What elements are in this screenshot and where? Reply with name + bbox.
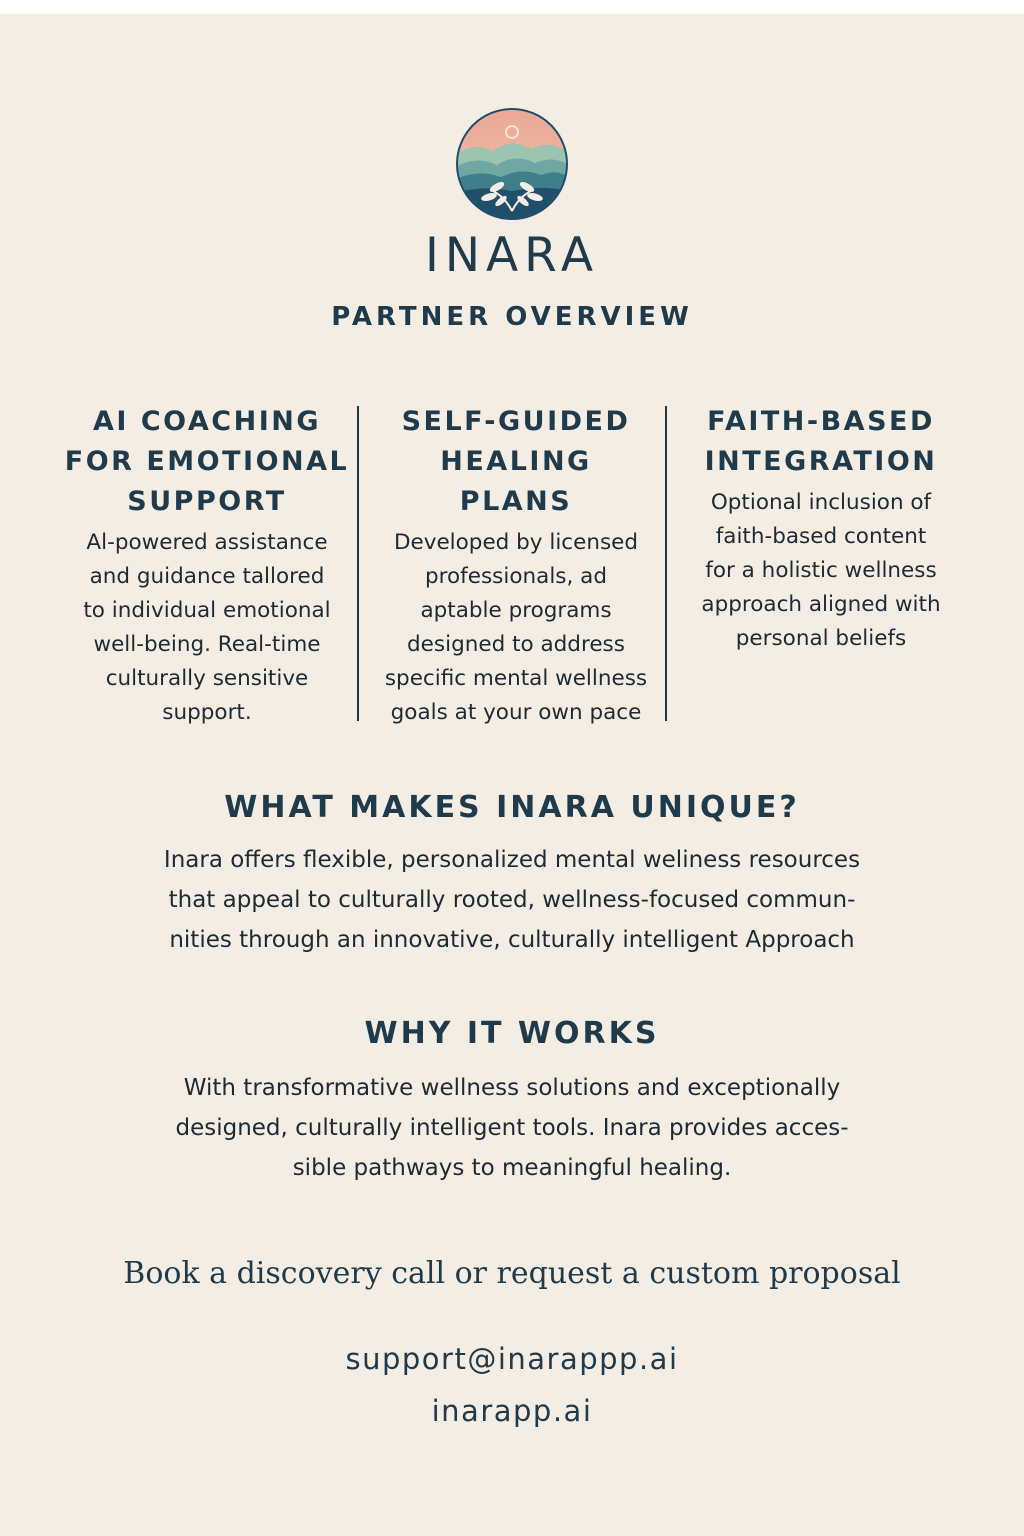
feature-description: Optional inclusion of faith-based conten… <box>701 490 941 651</box>
why-it-works-heading: WHY IT WORKS <box>364 1016 660 1051</box>
why-it-works-description: With transformative wellness solutions a… <box>175 1075 849 1181</box>
call-to-action: Book a discovery call or request a custo… <box>123 1256 901 1291</box>
unique-description: Inara offers flexible, personalized ment… <box>163 847 861 953</box>
feature-title: AI COACHING FOR EMOTIONAL SUPPORT <box>64 406 350 517</box>
partner-overview-page: INARA PARTNER OVERVIEW AI COACHING FOR E… <box>0 14 1024 1536</box>
feature-self-guided-plans: SELF-GUIDED HEALING PLANS Developed by l… <box>368 402 664 730</box>
feature-ai-coaching: AI COACHING FOR EMOTIONAL SUPPORT Al-pow… <box>58 402 356 730</box>
feature-title: FAITH-BASED INTEGRATION <box>704 406 938 477</box>
feature-title: SELF-GUIDED HEALING PLANS <box>401 406 631 517</box>
page-subtitle: PARTNER OVERVIEW <box>331 302 693 332</box>
feature-description: Developed by licensed professionals, ad … <box>384 530 648 725</box>
feature-faith-based: FAITH-BASED INTEGRATION Optional inclusi… <box>676 402 966 656</box>
column-divider <box>357 406 359 721</box>
lotus-landscape-emblem-icon <box>456 108 568 220</box>
contact-email-link[interactable]: support@inarappp.ai <box>345 1342 679 1376</box>
website-link[interactable]: inarapp.ai <box>431 1394 593 1428</box>
column-divider <box>665 406 667 721</box>
brand-name: INARA <box>424 228 600 283</box>
unique-heading: WHAT MAKES INARA UNIQUE? <box>224 790 800 825</box>
feature-description: Al-powered assistance and guidance tallo… <box>83 530 331 725</box>
